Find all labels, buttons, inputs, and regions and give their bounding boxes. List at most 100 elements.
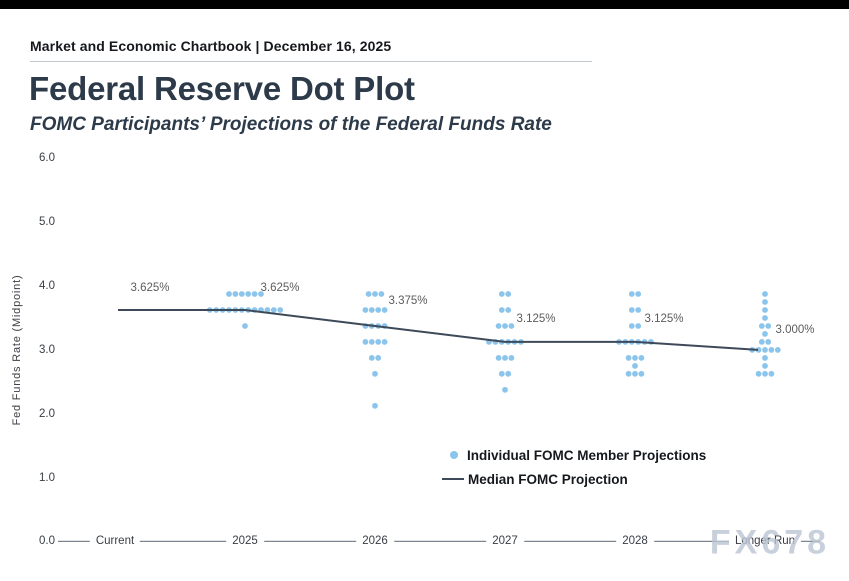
fomc-dot	[762, 307, 768, 313]
fomc-dot	[502, 323, 508, 329]
median-line	[118, 309, 759, 351]
fomc-dot	[375, 339, 382, 345]
fomc-dot	[625, 355, 632, 361]
y-tick-label: 4.0	[39, 280, 55, 293]
fomc-dot	[264, 307, 271, 313]
fomc-dot	[362, 339, 369, 345]
fomc-dot	[375, 307, 382, 313]
fomc-dot	[758, 339, 765, 345]
legend-row-dots: Individual FOMC Member Projections	[442, 443, 706, 467]
fomc-dot	[498, 291, 505, 297]
fomc-dot	[495, 355, 502, 361]
fomc-dot	[762, 355, 768, 361]
fomc-dot	[277, 307, 284, 313]
fomc-dot	[762, 315, 768, 321]
fomc-dot	[495, 323, 502, 329]
fomc-dot	[505, 307, 512, 313]
fomc-dot	[765, 323, 772, 329]
fomc-dot	[375, 355, 382, 361]
chartbook-header: Market and Economic Chartbook | December…	[30, 38, 392, 54]
fomc-dot	[762, 347, 768, 353]
fomc-dot	[381, 307, 388, 313]
x-category-label: 2027	[486, 534, 524, 548]
fomc-dot	[635, 323, 642, 329]
legend-dot-icon	[450, 451, 458, 459]
legend-line-icon	[442, 478, 464, 480]
fomc-dot	[508, 355, 515, 361]
fomc-dot	[505, 291, 512, 297]
fomc-dot	[251, 291, 258, 297]
fomc-dot	[368, 339, 375, 345]
watermark: FX678	[709, 523, 831, 562]
header-rule	[30, 61, 592, 62]
top-black-bar	[0, 0, 849, 9]
fomc-dot	[625, 370, 632, 377]
fomc-dot	[762, 363, 768, 369]
fomc-dot	[508, 323, 515, 329]
fomc-dot	[226, 291, 232, 297]
fomc-dot	[632, 370, 638, 377]
y-tick-label: 5.0	[39, 216, 55, 229]
fomc-dot	[372, 402, 378, 409]
x-category-label: Longer Run	[728, 534, 802, 548]
fomc-dot	[628, 291, 635, 297]
fomc-dot	[762, 331, 768, 337]
fomc-dot	[242, 323, 248, 329]
fomc-dot	[498, 307, 505, 313]
legend-row-line: Median FOMC Projection	[442, 467, 706, 491]
fomc-dot	[755, 370, 762, 377]
fomc-dot	[635, 307, 642, 313]
legend: Individual FOMC Member Projections Media…	[442, 443, 706, 491]
fomc-dot	[372, 370, 378, 377]
fomc-dot	[762, 291, 768, 297]
fomc-dot	[768, 347, 775, 353]
fomc-dot	[498, 370, 505, 377]
median-value-label: 3.125%	[644, 313, 684, 325]
x-category-label: 2028	[616, 534, 654, 548]
y-tick-label: 3.0	[39, 343, 55, 356]
fomc-dot	[762, 370, 768, 377]
fomc-dot	[245, 291, 252, 297]
fomc-dot	[638, 370, 645, 377]
x-category-label: Current	[89, 534, 141, 548]
fomc-dot	[270, 307, 277, 313]
median-value-label: 3.125%	[516, 313, 556, 325]
fomc-dot	[372, 291, 378, 297]
fomc-dot	[362, 307, 369, 313]
fomc-dot	[378, 291, 385, 297]
fomc-dot	[755, 347, 762, 353]
fomc-dot	[238, 291, 245, 297]
x-category-label: 2026	[356, 534, 394, 548]
fomc-dot	[505, 370, 512, 377]
fomc-dot	[768, 370, 775, 377]
fomc-dot	[758, 323, 765, 329]
fomc-dot	[502, 386, 508, 393]
fomc-dot	[368, 307, 375, 313]
fomc-dot	[258, 291, 264, 297]
page-title: Federal Reserve Dot Plot	[29, 70, 415, 107]
y-tick-label: 0.0	[39, 535, 55, 548]
fomc-dot	[635, 291, 642, 297]
y-tick-label: 1.0	[39, 471, 55, 484]
fomc-dot	[774, 347, 781, 353]
median-value-label: 3.625%	[130, 282, 170, 294]
x-category-label: 2025	[226, 534, 264, 548]
median-value-label: 3.375%	[388, 295, 428, 307]
fomc-dot	[381, 339, 388, 345]
fomc-dot	[502, 355, 508, 361]
fomc-dot	[632, 363, 638, 369]
fomc-dot	[638, 355, 645, 361]
fomc-dot	[628, 307, 635, 313]
page-subtitle: FOMC Participants’ Projections of the Fe…	[30, 114, 552, 135]
fomc-dot	[368, 355, 375, 361]
y-tick-label: 6.0	[39, 152, 55, 165]
fomc-dot	[632, 355, 638, 361]
legend-line-label: Median FOMC Projection	[468, 471, 628, 487]
legend-dot-label: Individual FOMC Member Projections	[467, 447, 707, 463]
fomc-dot	[762, 299, 768, 305]
fomc-dot	[765, 339, 772, 345]
y-tick-label: 2.0	[39, 407, 55, 420]
fomc-dot	[365, 291, 372, 297]
